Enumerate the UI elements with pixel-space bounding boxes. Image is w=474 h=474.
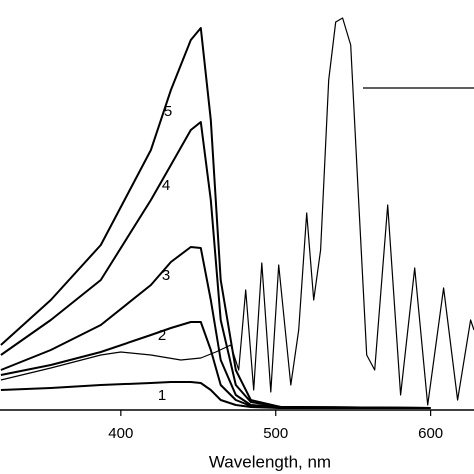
series-label: 5 [164,103,172,120]
x-axis-label: Wavelength, nm [209,452,331,471]
series-label: 1 [158,387,166,404]
x-tick-label: 400 [108,425,133,442]
line [0,27,431,409]
x-tick-label: 500 [263,425,288,442]
line [0,381,431,409]
series-label: 2 [158,327,166,344]
series-label: 4 [162,177,170,194]
line [0,246,431,409]
line [0,17,474,406]
series-label: 3 [162,267,170,284]
x-tick-label: 600 [418,425,443,442]
line [0,121,431,409]
